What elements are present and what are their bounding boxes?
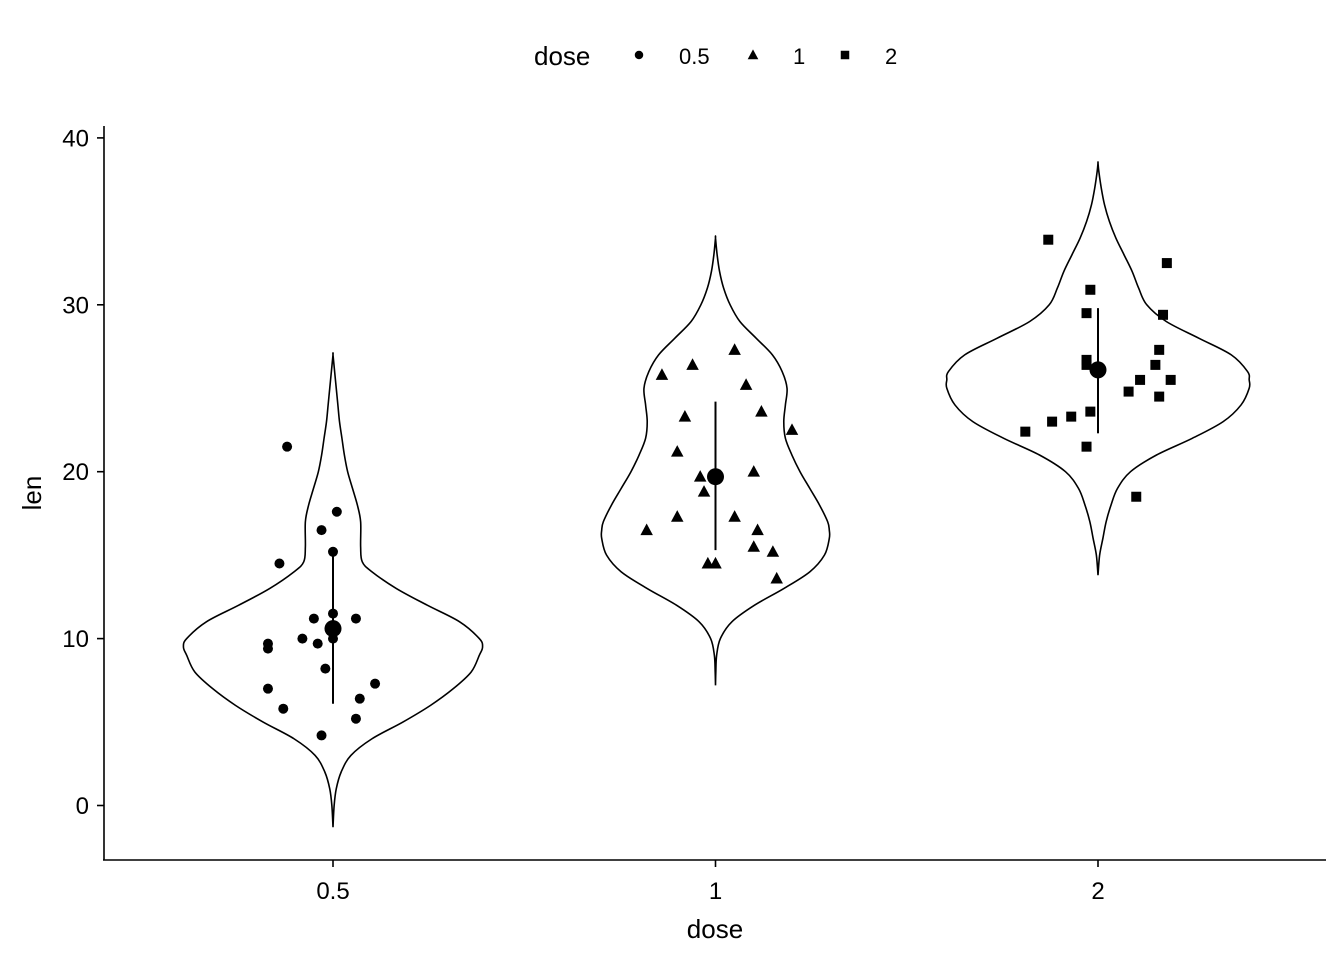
- data-point-2: [1158, 309, 1169, 320]
- data-point-1: [770, 571, 783, 584]
- y-tick-label: 30: [62, 292, 89, 319]
- data-point-2: [1047, 416, 1058, 427]
- x-tick-label: 1: [709, 878, 722, 905]
- data-point-0.5: [370, 678, 381, 689]
- data-point-0.5: [350, 613, 361, 624]
- data-point-2: [1081, 354, 1092, 365]
- legend-key-1: [747, 49, 759, 60]
- data-point-0.5: [308, 613, 319, 624]
- mean-point: [707, 468, 724, 486]
- data-point-2: [1161, 258, 1172, 269]
- y-tick-label: 40: [62, 125, 89, 152]
- data-point-0.5: [262, 683, 273, 694]
- data-point-1: [728, 343, 741, 355]
- data-point-0.5: [278, 703, 289, 714]
- data-point-1: [785, 423, 799, 435]
- data-point-0.5: [316, 525, 327, 536]
- data-point-0.5: [282, 441, 293, 452]
- data-point-2: [1131, 491, 1142, 502]
- legend: dose 0.5 1 2: [534, 41, 897, 71]
- mean-point: [1089, 361, 1107, 379]
- data-point-0.5: [328, 546, 338, 557]
- data-point-1: [678, 410, 692, 422]
- data-point-0.5: [262, 643, 273, 654]
- data-point-1: [747, 540, 760, 552]
- data-point-1: [755, 405, 768, 417]
- data-point-2: [1043, 234, 1054, 245]
- data-point-1: [686, 358, 699, 370]
- data-point-0.5: [316, 730, 327, 741]
- x-tick-label: 2: [1091, 878, 1104, 905]
- summary-layer: [324, 308, 1107, 704]
- data-point-1: [671, 510, 684, 522]
- data-point-2: [1081, 359, 1092, 370]
- data-point-2: [1081, 308, 1092, 319]
- data-point-0.5: [354, 693, 365, 704]
- y-tick-label: 0: [76, 793, 89, 820]
- data-point-2: [1165, 374, 1176, 385]
- data-point-1: [766, 545, 780, 557]
- axes: 0 10 20 30 40 0.5 1 2: [62, 125, 1326, 905]
- data-point-0.5: [320, 663, 331, 674]
- legend-key-0.5: [634, 50, 644, 60]
- legend-key-2: [840, 50, 850, 60]
- data-point-0.5: [297, 633, 308, 644]
- data-point-1: [751, 523, 764, 536]
- data-point-2: [1154, 344, 1165, 355]
- data-point-0.5: [274, 558, 285, 569]
- x-axis-title: dose: [687, 914, 743, 944]
- data-point-2: [1154, 391, 1165, 402]
- data-point-1: [640, 523, 653, 536]
- data-point-1: [655, 368, 669, 380]
- mean-point: [324, 620, 342, 638]
- x-tick-label: 0.5: [316, 878, 349, 905]
- y-axis-title: len: [17, 476, 47, 511]
- data-point-1: [747, 465, 760, 477]
- data-point-1: [728, 510, 741, 522]
- y-tick-label: 20: [62, 459, 89, 486]
- legend-label: 2: [885, 44, 897, 69]
- violins-layer: [182, 161, 1251, 828]
- data-point-1: [697, 485, 711, 497]
- data-point-2: [1081, 441, 1092, 452]
- data-point-2: [1020, 426, 1031, 437]
- legend-label: 0.5: [679, 44, 710, 69]
- data-point-1: [693, 470, 707, 482]
- data-point-2: [1135, 374, 1146, 385]
- y-tick-label: 10: [62, 626, 89, 653]
- legend-title: dose: [534, 41, 590, 71]
- data-point-2: [1150, 359, 1161, 370]
- data-point-2: [1123, 386, 1134, 397]
- data-point-1: [671, 445, 684, 457]
- data-point-2: [1085, 284, 1096, 295]
- data-point-2: [1066, 411, 1077, 422]
- data-point-1: [709, 556, 722, 569]
- data-point-0.5: [350, 713, 361, 724]
- data-point-2: [1085, 406, 1096, 417]
- data-point-0.5: [331, 506, 342, 517]
- legend-label: 1: [793, 44, 805, 69]
- data-point-1: [739, 378, 753, 390]
- data-point-0.5: [312, 638, 323, 649]
